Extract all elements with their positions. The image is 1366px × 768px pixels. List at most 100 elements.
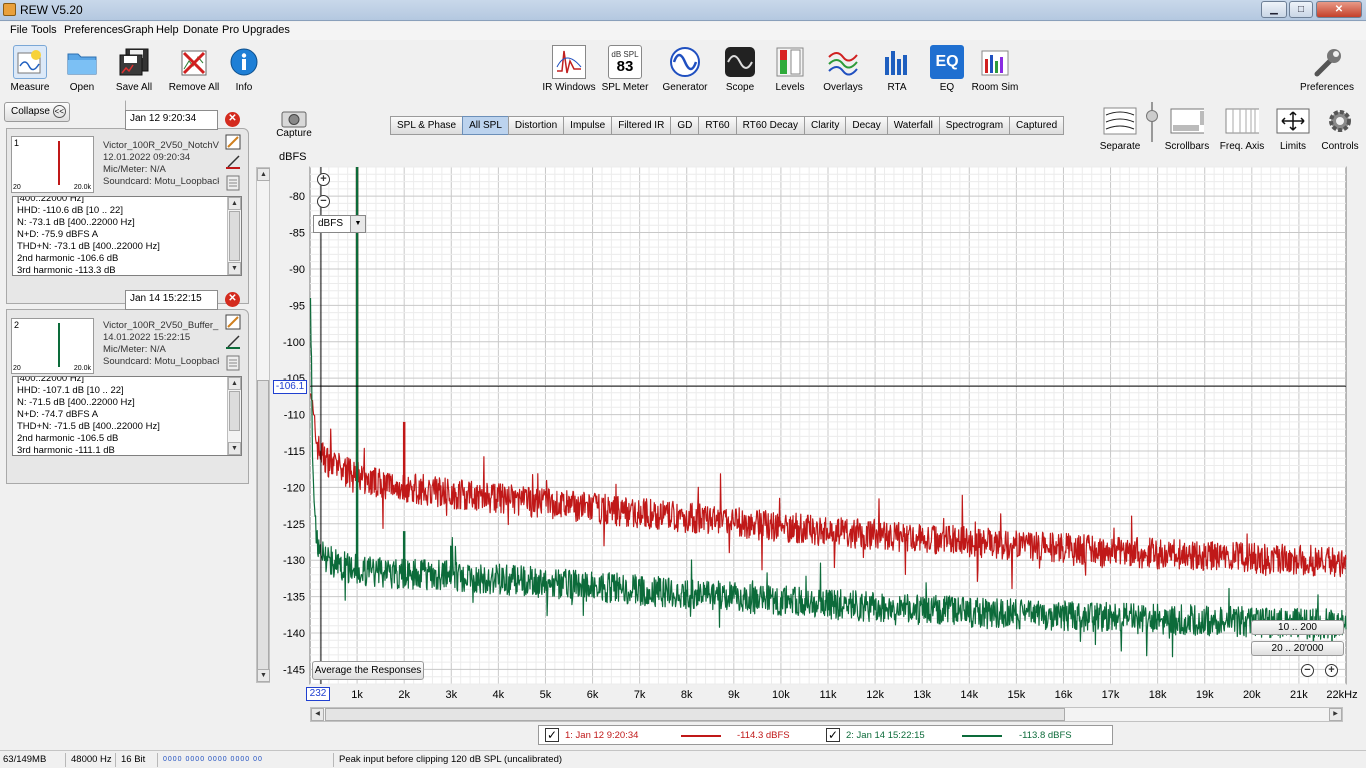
- tab-distortion[interactable]: Distortion: [507, 116, 564, 135]
- measurement-2-date[interactable]: Jan 14 15:22:15: [125, 290, 218, 310]
- tab-gd[interactable]: GD: [670, 116, 699, 135]
- scroll-up-icon[interactable]: ▲: [228, 197, 241, 210]
- zoom-out-x-icon[interactable]: −: [1301, 664, 1314, 677]
- zoom-out-icon[interactable]: −: [317, 195, 330, 208]
- scroll-down-icon[interactable]: ▼: [228, 442, 241, 455]
- menu-pro-upgrades[interactable]: Pro Upgrades: [222, 24, 290, 36]
- menu-help[interactable]: Help: [156, 24, 179, 36]
- tab-all-spl[interactable]: All SPL: [462, 116, 508, 135]
- measurement-1-close-icon[interactable]: ✕: [225, 112, 240, 127]
- zoom-in-icon[interactable]: +: [317, 173, 330, 186]
- capture-button[interactable]: Capture: [276, 108, 312, 139]
- info-button[interactable]: Info: [216, 45, 272, 93]
- menu-donate[interactable]: Donate: [183, 24, 219, 36]
- tab-clarity[interactable]: Clarity: [804, 116, 846, 135]
- tab-impulse[interactable]: Impulse: [563, 116, 612, 135]
- separate-icon: [1103, 104, 1137, 138]
- scroll-down-icon[interactable]: ▼: [257, 669, 270, 682]
- limits-button[interactable]: Limits: [1263, 104, 1323, 152]
- scroll-up-icon[interactable]: ▲: [228, 377, 241, 390]
- scroll-thumb[interactable]: [229, 211, 240, 261]
- scroll-left-icon[interactable]: ◀: [311, 708, 324, 721]
- spl-chart[interactable]: -80-85-90-95-100-105-110-115-120-125-130…: [270, 160, 1366, 706]
- overlays-button[interactable]: Overlays: [813, 45, 873, 93]
- tab-decay[interactable]: Decay: [845, 116, 887, 135]
- preferences-button[interactable]: Preferences: [1297, 45, 1357, 93]
- close-button[interactable]: ✕: [1316, 1, 1362, 18]
- room-sim-button[interactable]: Room Sim: [965, 45, 1025, 93]
- zoom-in-x-icon[interactable]: +: [1325, 664, 1338, 677]
- menu-tools[interactable]: Tools: [31, 24, 57, 36]
- stats-line: HHD: -110.6 dB [10 .. 22]: [17, 205, 123, 216]
- x-tick-label: 12k: [866, 689, 884, 701]
- collapse-button[interactable]: Collapse <<: [4, 102, 74, 122]
- scroll-down-icon[interactable]: ▼: [228, 262, 241, 275]
- generator-button[interactable]: Generator: [655, 45, 715, 93]
- scope-button[interactable]: Scope: [710, 45, 770, 93]
- minimize-button[interactable]: ▁: [1261, 1, 1287, 18]
- range-button-20-20000[interactable]: 20 .. 20'000: [1251, 641, 1344, 656]
- save-all-button[interactable]: Save All: [106, 45, 162, 93]
- scroll-thumb[interactable]: [257, 380, 269, 676]
- measurement-1-date[interactable]: Jan 12 9:20:34: [125, 110, 218, 130]
- stats-line: N+D: -75.9 dBFS A: [17, 229, 99, 240]
- scroll-right-icon[interactable]: ▶: [1329, 708, 1342, 721]
- menu-file[interactable]: File: [10, 24, 28, 36]
- measurement-1-notes-icon[interactable]: [226, 175, 240, 191]
- controls-label: Controls: [1321, 141, 1359, 152]
- scroll-up-icon[interactable]: ▲: [257, 168, 270, 181]
- measurement-1-card[interactable]: 1 20 20.0k: [8, 134, 98, 195]
- remove-all-button[interactable]: Remove All: [166, 45, 222, 93]
- eq-button[interactable]: EQ EQ: [917, 45, 977, 93]
- tab-rt60-decay[interactable]: RT60 Decay: [735, 116, 804, 135]
- ir-windows-button[interactable]: IR Windows: [539, 45, 599, 93]
- measurement-2-pen-icon[interactable]: [225, 333, 241, 349]
- stats-2-scrollbar[interactable]: ▲ ▼: [227, 377, 241, 455]
- graph-horizontal-scrollbar[interactable]: ◀ ▶: [310, 707, 1343, 722]
- generator-icon: [668, 45, 702, 79]
- measurement-1-pen-icon[interactable]: [225, 153, 241, 169]
- spl-meter-unit: dB SPL: [611, 50, 639, 59]
- cursor-x-readout: 232: [306, 687, 330, 701]
- separate-button[interactable]: Separate: [1090, 104, 1150, 152]
- stats-line: 3rd harmonic -113.3 dB: [17, 265, 116, 276]
- legend-1-checkbox[interactable]: ✓: [545, 728, 559, 742]
- open-button[interactable]: Open: [54, 45, 110, 93]
- tab-spl-phase[interactable]: SPL & Phase: [390, 116, 463, 135]
- stats-1-scrollbar[interactable]: ▲ ▼: [227, 197, 241, 275]
- range-button-10-200[interactable]: 10 .. 200: [1251, 620, 1344, 635]
- maximize-button[interactable]: □: [1289, 1, 1313, 18]
- average-responses-button[interactable]: Average the Responses: [312, 661, 424, 680]
- legend-2-checkbox[interactable]: ✓: [826, 728, 840, 742]
- status-memory: 63/149MB: [0, 753, 66, 767]
- measurement-2-card[interactable]: 2 20 20.0k: [8, 315, 98, 376]
- tab-rt60[interactable]: RT60: [698, 116, 736, 135]
- controls-button[interactable]: Controls: [1310, 104, 1366, 152]
- measurement-2-thumbnail: 2 20 20.0k: [11, 318, 94, 374]
- measure-button[interactable]: Measure: [2, 45, 58, 93]
- spl-meter-button[interactable]: dB SPL 83 SPL Meter: [595, 45, 655, 93]
- generator-label: Generator: [662, 82, 708, 93]
- measurement-2-edit-icon[interactable]: [225, 314, 241, 330]
- scroll-thumb[interactable]: [325, 708, 1065, 721]
- rta-button[interactable]: RTA: [867, 45, 927, 93]
- measurement-2-notes-icon[interactable]: [226, 355, 240, 371]
- legend: ✓ 1: Jan 12 9:20:34 -114.3 dBFS ✓ 2: Jan…: [538, 725, 1113, 745]
- menu-graph[interactable]: Graph: [123, 24, 154, 36]
- graph-vertical-scrollbar[interactable]: ▲ ▼: [256, 167, 270, 683]
- levels-button[interactable]: Levels: [760, 45, 820, 93]
- separate-slider[interactable]: [1146, 102, 1158, 142]
- tab-captured[interactable]: Captured: [1009, 116, 1065, 135]
- measurement-2-stats: [400..22000 Hz] HHD: -107.1 dB [10 .. 22…: [12, 376, 242, 456]
- y-unit-select[interactable]: dBFS ▼: [313, 215, 366, 233]
- tab-spectrogram[interactable]: Spectrogram: [938, 116, 1010, 135]
- tab-filtered-ir[interactable]: Filtered IR: [611, 116, 671, 135]
- measurement-1-edit-icon[interactable]: [225, 134, 241, 150]
- menu-preferences[interactable]: Preferences: [64, 24, 124, 36]
- tab-waterfall[interactable]: Waterfall: [886, 116, 939, 135]
- freq-axis-button[interactable]: Freq. Axis: [1212, 104, 1272, 152]
- scrollbars-button[interactable]: Scrollbars: [1157, 104, 1217, 152]
- scroll-thumb[interactable]: [229, 391, 240, 431]
- measurement-2-mic: Mic/Meter: N/A: [103, 344, 166, 355]
- measurement-2-close-icon[interactable]: ✕: [225, 292, 240, 307]
